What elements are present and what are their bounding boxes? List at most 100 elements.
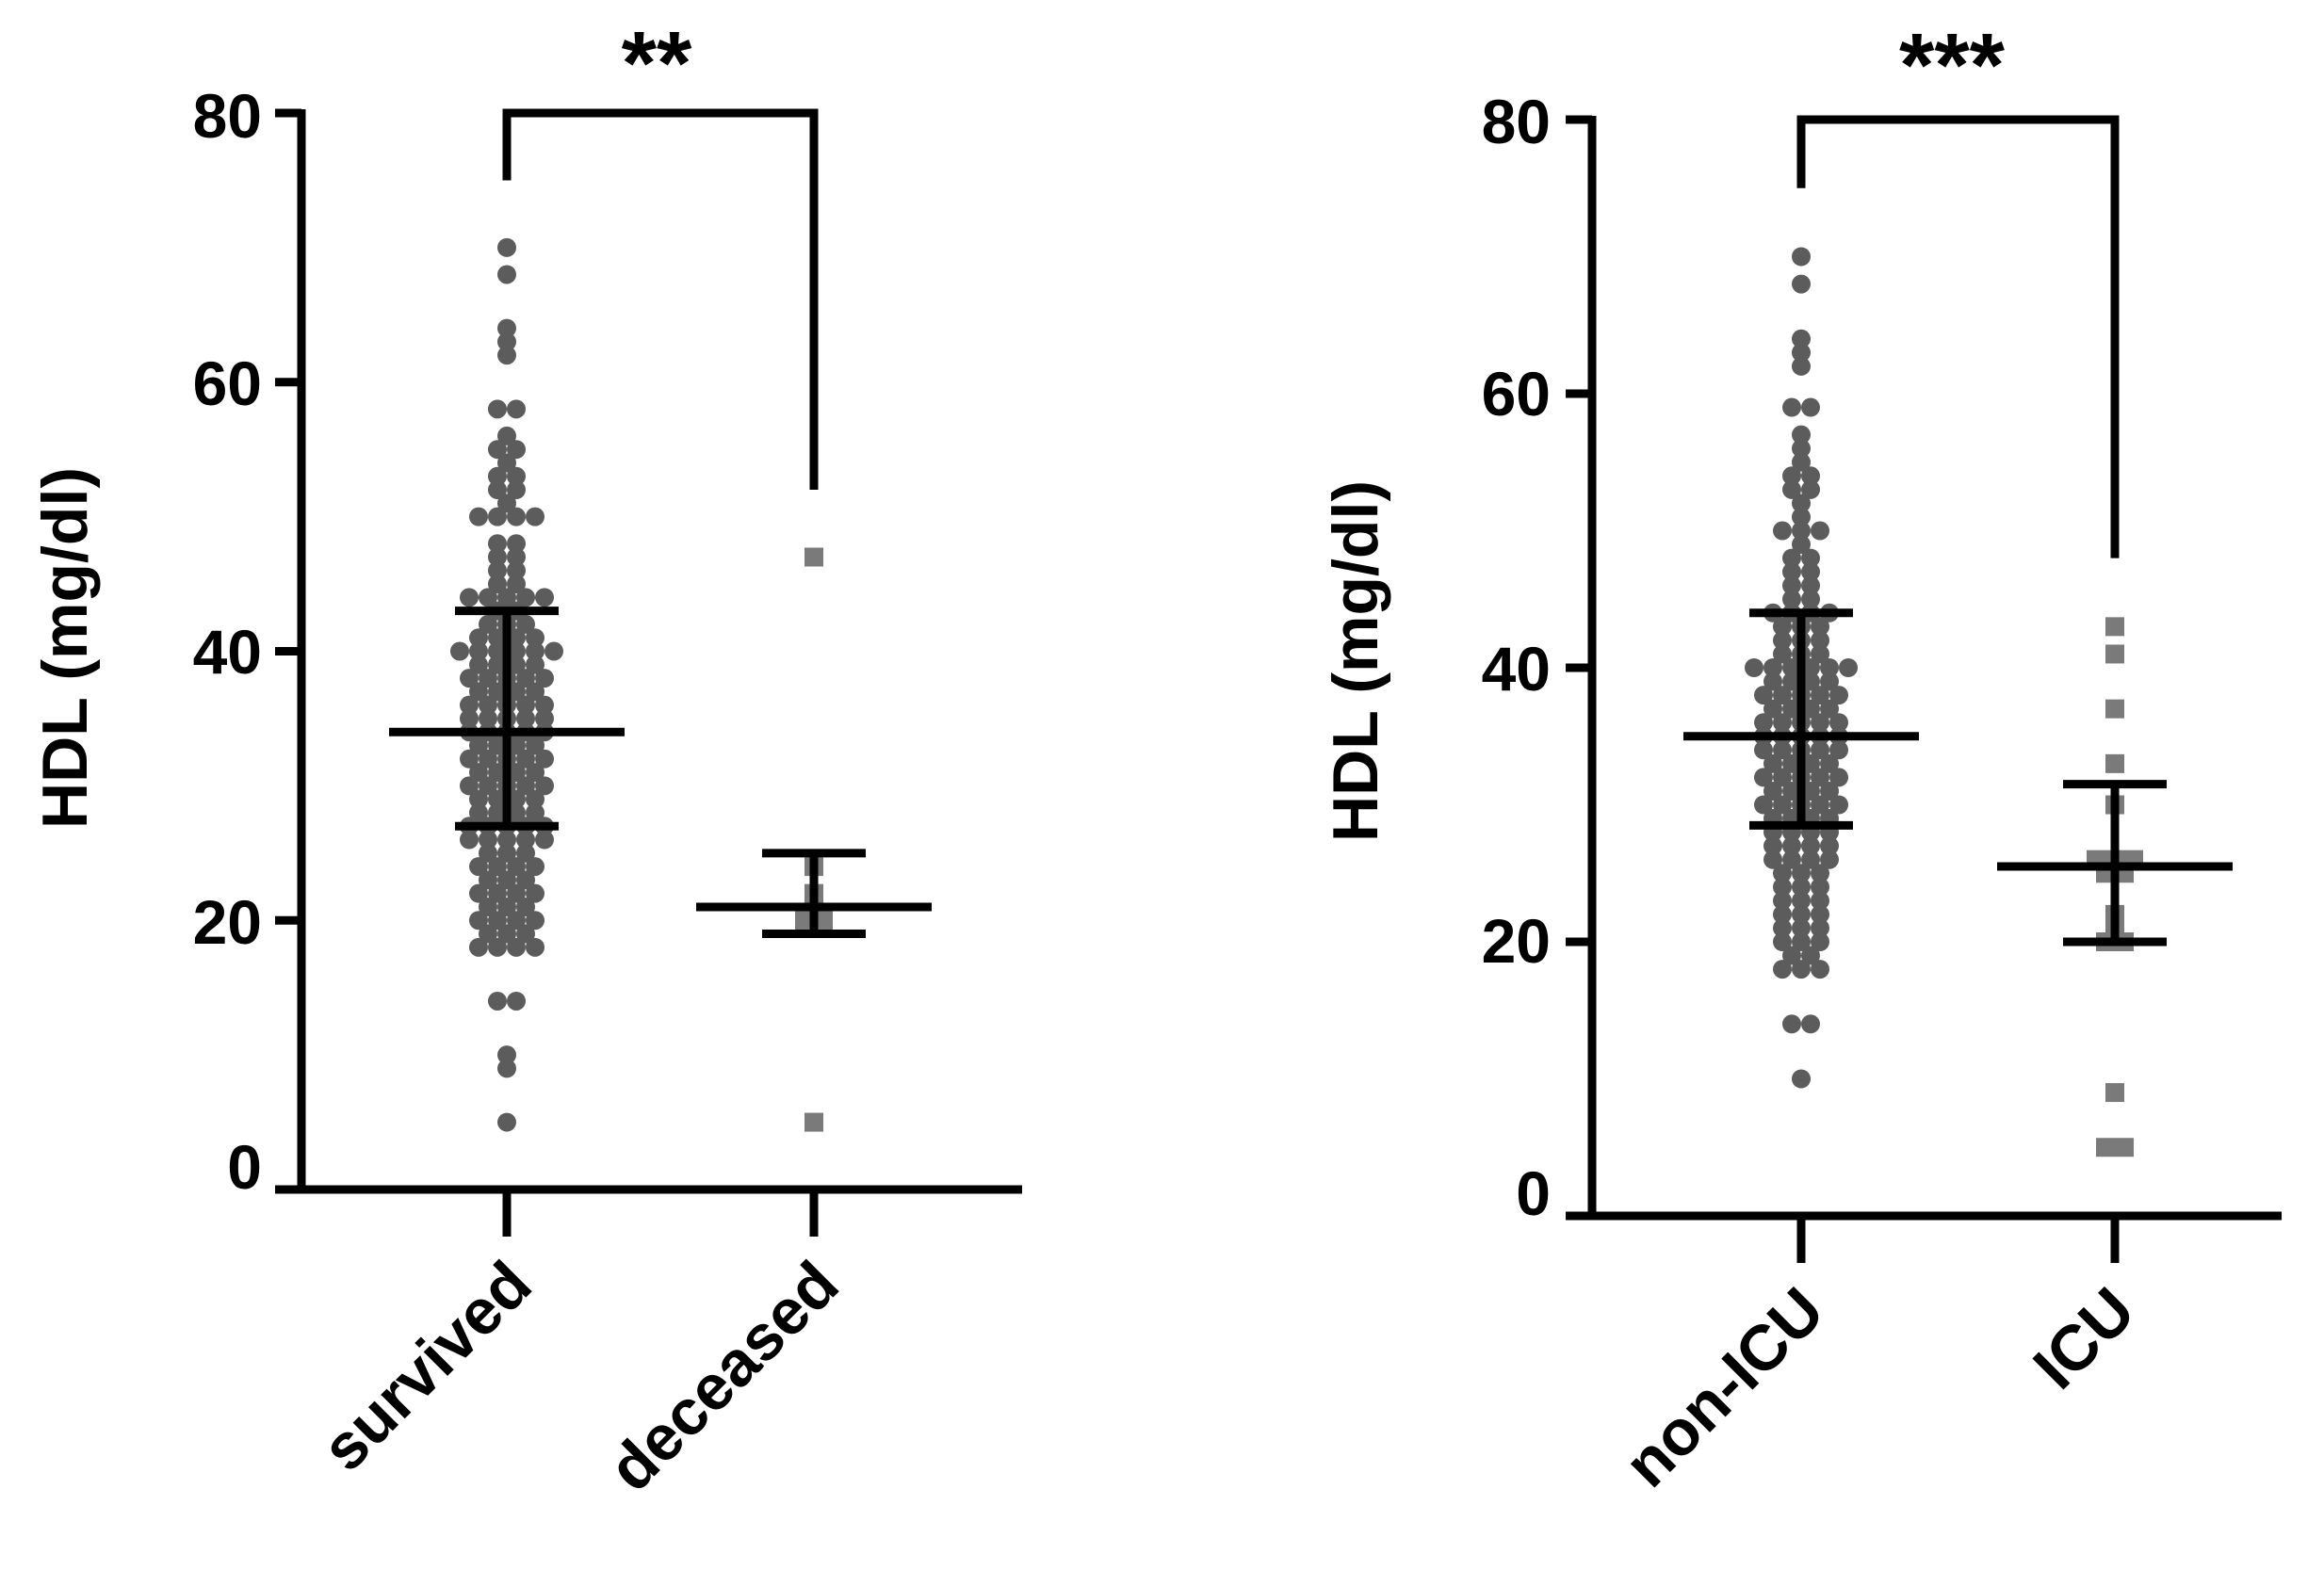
- data-point: [497, 870, 516, 890]
- data-point: [535, 749, 554, 769]
- data-point: [507, 802, 526, 822]
- data-point: [1754, 740, 1773, 760]
- data-point: [1773, 768, 1792, 787]
- data-point: [1811, 904, 1829, 924]
- data-point: [1820, 699, 1839, 719]
- data-point: [526, 857, 544, 877]
- data-point: [497, 265, 516, 284]
- data-point: [497, 1112, 516, 1132]
- data-point: [1811, 521, 1829, 541]
- data-point: [1811, 617, 1829, 637]
- data-point: [507, 937, 526, 957]
- data-point: [1782, 658, 1801, 677]
- data-point: [479, 870, 497, 890]
- data-point: [507, 911, 526, 931]
- data-point: [1754, 713, 1773, 733]
- data-point: [488, 883, 507, 903]
- data-point: [526, 507, 544, 526]
- data-point: [479, 776, 497, 796]
- data-point: [1811, 795, 1829, 815]
- data-point: [1792, 343, 1811, 363]
- y-tick-label: 40: [193, 617, 262, 687]
- data-point: [479, 669, 497, 688]
- x-tick-label-non-icu: non-ICU: [1611, 1274, 1838, 1501]
- data-point: [1792, 494, 1811, 513]
- y-axis-label: HDL (mg/dl): [1320, 480, 1391, 842]
- data-point: [488, 763, 507, 783]
- data-point: [488, 399, 507, 419]
- data-point: [469, 736, 488, 755]
- data-point: [488, 547, 507, 567]
- data-point: [497, 924, 516, 944]
- panel-icu: HDL (mg/dl) 0 20 40 60 80 non-ICU ICU **…: [1320, 15, 2282, 1501]
- data-point: [460, 695, 479, 715]
- data-point: [507, 534, 526, 554]
- data-point: [526, 628, 544, 648]
- data-point: [1820, 850, 1839, 869]
- data-point: [2105, 699, 2124, 719]
- data-layer: [1566, 115, 2282, 1263]
- data-point: [479, 897, 497, 916]
- data-point: [507, 991, 526, 1011]
- data-point: [1792, 1069, 1811, 1089]
- data-point: [507, 547, 526, 567]
- data-point: [1792, 356, 1811, 376]
- data-point: [1792, 918, 1811, 938]
- data-point: [1801, 548, 1820, 568]
- y-tick-label: 20: [193, 887, 262, 957]
- data-point: [507, 641, 526, 661]
- data-point: [507, 466, 526, 486]
- data-point: [1754, 768, 1773, 787]
- data-point: [1745, 658, 1763, 677]
- data-point: [1811, 918, 1829, 938]
- data-point: [488, 480, 507, 500]
- data-point: [1811, 713, 1829, 733]
- data-point: [516, 588, 535, 607]
- data-point: [488, 628, 507, 648]
- data-point: [488, 911, 507, 931]
- data-point: [1782, 753, 1801, 773]
- data-point: [1773, 904, 1792, 924]
- data-point: [795, 911, 814, 931]
- data-point: [1829, 686, 1848, 705]
- x-tick-label-icu: ICU: [2020, 1274, 2149, 1403]
- data-point: [488, 440, 507, 460]
- data-point: [535, 588, 554, 607]
- data-point: [469, 937, 488, 957]
- data-point: [507, 440, 526, 460]
- data-point: [1782, 479, 1801, 499]
- data-point: [507, 655, 526, 674]
- data-point: [488, 937, 507, 957]
- data-point: [469, 628, 488, 648]
- data-point: [1792, 904, 1811, 924]
- data-point: [507, 480, 526, 500]
- data-point: [1792, 932, 1811, 951]
- y-tick-label: 20: [1482, 906, 1551, 976]
- data-point: [1754, 795, 1773, 815]
- data-point: [1792, 439, 1811, 459]
- data-point: [1801, 1014, 1820, 1034]
- data-point: [1773, 740, 1792, 760]
- data-point: [526, 682, 544, 702]
- data-point: [488, 575, 507, 594]
- data-point: [516, 830, 535, 850]
- data-point: [1763, 672, 1782, 691]
- data-point: [1792, 274, 1811, 294]
- data-point: [1782, 590, 1801, 609]
- significance-bracket: [1796, 115, 2120, 558]
- data-point: [2105, 1083, 2124, 1103]
- y-tick-label: 60: [193, 348, 262, 418]
- data-point: [1801, 753, 1820, 773]
- data-point: [1801, 781, 1820, 801]
- data-point: [1811, 864, 1829, 883]
- data-point: [1811, 960, 1829, 979]
- data-point: [497, 494, 516, 513]
- data-point: [1792, 452, 1811, 472]
- data-point: [1773, 686, 1792, 705]
- y-tick-label: 80: [193, 81, 262, 151]
- data-point: [535, 708, 554, 728]
- data-point: [1801, 466, 1820, 486]
- data-point: [479, 843, 497, 863]
- panel-survival: HDL (mg/dl) 0 20 40 60 80 survived decea…: [29, 13, 1022, 1505]
